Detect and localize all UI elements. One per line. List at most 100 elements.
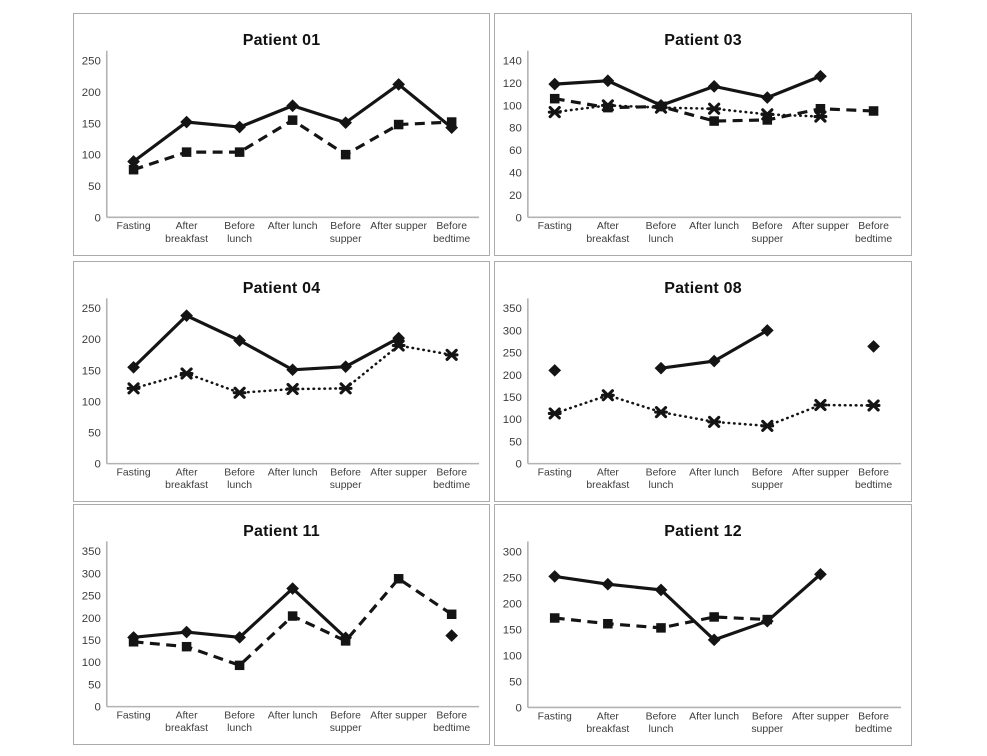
axes xyxy=(105,541,480,708)
diamond-marker xyxy=(233,120,246,134)
y-tick-label: 200 xyxy=(82,613,101,625)
y-tick-label: 40 xyxy=(509,168,522,180)
y-tick-label: 20 xyxy=(509,190,522,202)
x-category-label: breakfast xyxy=(165,234,208,245)
series-dashed-square xyxy=(128,574,457,671)
y-tick-label: 250 xyxy=(82,303,101,315)
chart-title: Patient 11 xyxy=(243,523,320,540)
chart-title: Patient 08 xyxy=(664,280,742,297)
y-tick-label: 250 xyxy=(503,348,522,360)
x-category-label: supper xyxy=(330,480,362,491)
square-marker xyxy=(340,636,351,646)
y-tick-label: 80 xyxy=(509,123,522,135)
x-category-label: lunch xyxy=(649,234,674,245)
x-marker xyxy=(813,398,828,412)
x-category-label: Before xyxy=(330,467,361,478)
series-dotted-x xyxy=(547,389,881,432)
series-solid-diamond xyxy=(548,567,827,647)
square-marker xyxy=(656,623,666,633)
square-marker xyxy=(128,164,139,175)
diamond-marker xyxy=(548,77,562,91)
y-tick-label: 100 xyxy=(82,150,101,162)
diamond-marker xyxy=(814,69,827,83)
square-marker xyxy=(709,612,719,622)
diamond-marker xyxy=(339,116,352,130)
x-category-label: After xyxy=(597,221,620,232)
x-marker xyxy=(707,102,722,115)
x-marker xyxy=(760,108,775,121)
x-category-label: After lunch xyxy=(689,221,739,232)
y-tick-label: 100 xyxy=(503,650,522,662)
x-marker xyxy=(338,382,353,395)
diamond-marker xyxy=(286,363,299,377)
chart-plot: 0 50 100 150 200 250 300 350 Fasting After breakfa… xyxy=(503,298,902,491)
series-solid-diamond xyxy=(548,324,880,377)
series-line xyxy=(553,104,822,118)
square-marker xyxy=(287,115,298,125)
chart-panel-patient-6: 0 50 100 150 200 250 300 Fasting After breakfast B… xyxy=(494,504,912,746)
x-marker xyxy=(285,382,300,396)
x-marker xyxy=(179,367,194,380)
x-category-label: After xyxy=(176,710,199,721)
chart-plot: 0 50 100 150 200 250 Fasting After breakfast Befo… xyxy=(82,50,480,245)
x-marker xyxy=(547,407,562,420)
y-tick-label: 200 xyxy=(503,598,522,610)
x-category-label: breakfast xyxy=(586,234,629,245)
y-tick-labels: 0 20 40 60 80 100 120 140 xyxy=(503,56,522,225)
chart-panel-patient-5: 0 50 100 150 200 250 300 350 Fasting After breakfa… xyxy=(73,504,490,745)
chart-title: Patient 01 xyxy=(242,32,321,49)
y-tick-label: 150 xyxy=(82,635,101,647)
x-category-labels: Fasting After breakfast Before lunch After lu… xyxy=(538,467,893,491)
x-category-label: Before xyxy=(646,221,677,232)
series-line xyxy=(132,313,400,372)
y-tick-label: 50 xyxy=(509,436,522,448)
diamond-marker xyxy=(286,99,299,113)
chart-panel-patient-3: 0 50 100 150 200 250 Fasting After breakfast Befo… xyxy=(73,261,490,502)
x-category-label: After xyxy=(176,467,199,478)
square-marker xyxy=(393,119,404,130)
chart-title: Patient 04 xyxy=(242,280,321,297)
x-category-label: After lunch xyxy=(268,467,318,478)
x-category-label: After lunch xyxy=(689,467,739,478)
y-tick-label: 300 xyxy=(82,568,101,580)
diamond-marker xyxy=(392,78,406,91)
diamond-marker xyxy=(180,625,193,639)
diamond-marker xyxy=(180,309,193,322)
x-category-label: supper xyxy=(751,480,783,491)
x-category-label: bedtime xyxy=(855,480,892,491)
diamond-marker xyxy=(445,629,459,642)
chart-title: Patient 03 xyxy=(664,32,742,49)
square-marker xyxy=(393,574,404,584)
x-category-label: After supper xyxy=(792,467,849,478)
square-marker xyxy=(815,103,826,114)
y-tick-label: 0 xyxy=(94,702,100,714)
diamond-marker xyxy=(654,583,668,597)
square-marker xyxy=(340,149,351,160)
x-marker xyxy=(126,382,141,395)
diamond-marker xyxy=(127,360,140,374)
y-tick-label: 120 xyxy=(503,78,522,90)
chart-title: Patient 12 xyxy=(664,523,742,540)
x-category-label: bedtime xyxy=(855,724,892,735)
square-marker xyxy=(549,613,560,623)
x-category-label: After supper xyxy=(792,711,849,722)
x-category-label: supper xyxy=(330,723,362,734)
x-category-label: breakfast xyxy=(586,724,629,735)
y-tick-label: 250 xyxy=(82,56,101,68)
y-tick-label: 150 xyxy=(503,624,522,636)
x-category-label: Before xyxy=(224,221,255,232)
y-tick-label: 0 xyxy=(516,212,522,224)
x-category-label: Before xyxy=(436,221,467,232)
y-tick-label: 150 xyxy=(82,365,101,377)
x-category-label: After supper xyxy=(370,710,427,721)
y-tick-label: 300 xyxy=(503,325,522,337)
diamond-marker xyxy=(601,74,615,88)
x-category-label: Fasting xyxy=(538,711,572,722)
x-category-label: After xyxy=(597,467,620,478)
y-tick-labels: 0 50 100 150 200 250 300 350 xyxy=(503,303,522,470)
chart-plot: 0 50 100 150 200 250 300 350 Fasting After breakfa… xyxy=(82,541,480,734)
axes xyxy=(105,50,480,219)
x-marker xyxy=(866,399,881,412)
x-category-labels: Fasting After breakfast Before lunch After lu… xyxy=(538,711,893,735)
diamond-marker xyxy=(233,631,246,644)
